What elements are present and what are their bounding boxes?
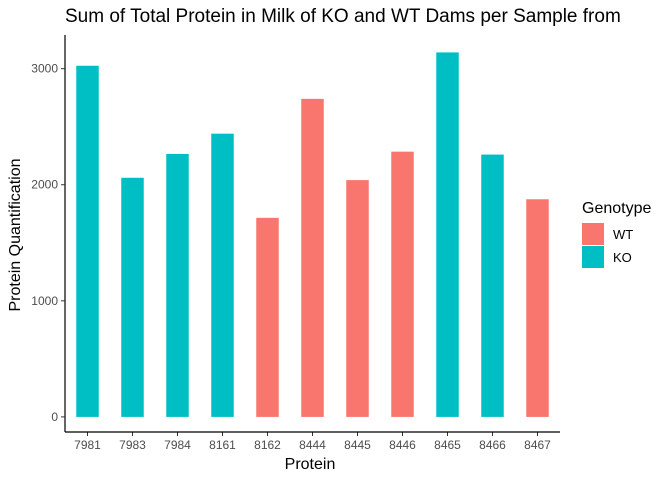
- y-tick-label: 3000: [31, 62, 58, 76]
- plot-area: [76, 52, 549, 417]
- x-tick-label: 7983: [119, 438, 146, 452]
- bar-8446: [391, 151, 414, 417]
- bar-8466: [481, 154, 504, 417]
- x-tick-label: 8444: [299, 438, 326, 452]
- bar-8444: [301, 98, 324, 417]
- y-axis-title: Protein Quantification: [7, 159, 24, 312]
- bar-7983: [121, 177, 144, 417]
- y-tick-label: 2000: [31, 178, 58, 192]
- x-axis: 7981 7983 7984 8161 8162 8444 8445 8446 8465 8466…: [65, 431, 560, 452]
- legend: Genotype WT KO: [582, 200, 651, 268]
- x-tick-label: 8446: [389, 438, 416, 452]
- x-tick-label: 8162: [254, 438, 281, 452]
- x-axis-title: Protein: [285, 456, 336, 473]
- chart-title: Sum of Total Protein in Milk of KO and W…: [65, 6, 621, 27]
- x-tick-label: 8466: [479, 438, 506, 452]
- x-tick-label: 8467: [524, 438, 551, 452]
- bar-7981: [76, 65, 99, 417]
- bar-8467: [526, 199, 549, 417]
- y-axis: 0 1000 2000 3000: [31, 35, 66, 432]
- legend-label-ko: KO: [613, 250, 632, 265]
- y-tick-label: 0: [51, 410, 58, 424]
- bar-8445: [346, 180, 369, 417]
- x-tick-label: 8445: [344, 438, 371, 452]
- legend-key-wt: [582, 223, 604, 245]
- bar-7984: [166, 153, 189, 417]
- bar-8162: [256, 217, 279, 417]
- legend-title: Genotype: [582, 200, 651, 217]
- x-tick-label: 7984: [164, 438, 191, 452]
- y-tick-label: 1000: [31, 294, 58, 308]
- bar-8161: [211, 133, 234, 417]
- legend-label-wt: WT: [613, 227, 633, 242]
- x-tick-label: 7981: [74, 438, 101, 452]
- x-tick-label: 8465: [434, 438, 461, 452]
- bar-8465: [436, 52, 459, 417]
- x-tick-label: 8161: [209, 438, 236, 452]
- legend-key-ko: [582, 246, 604, 268]
